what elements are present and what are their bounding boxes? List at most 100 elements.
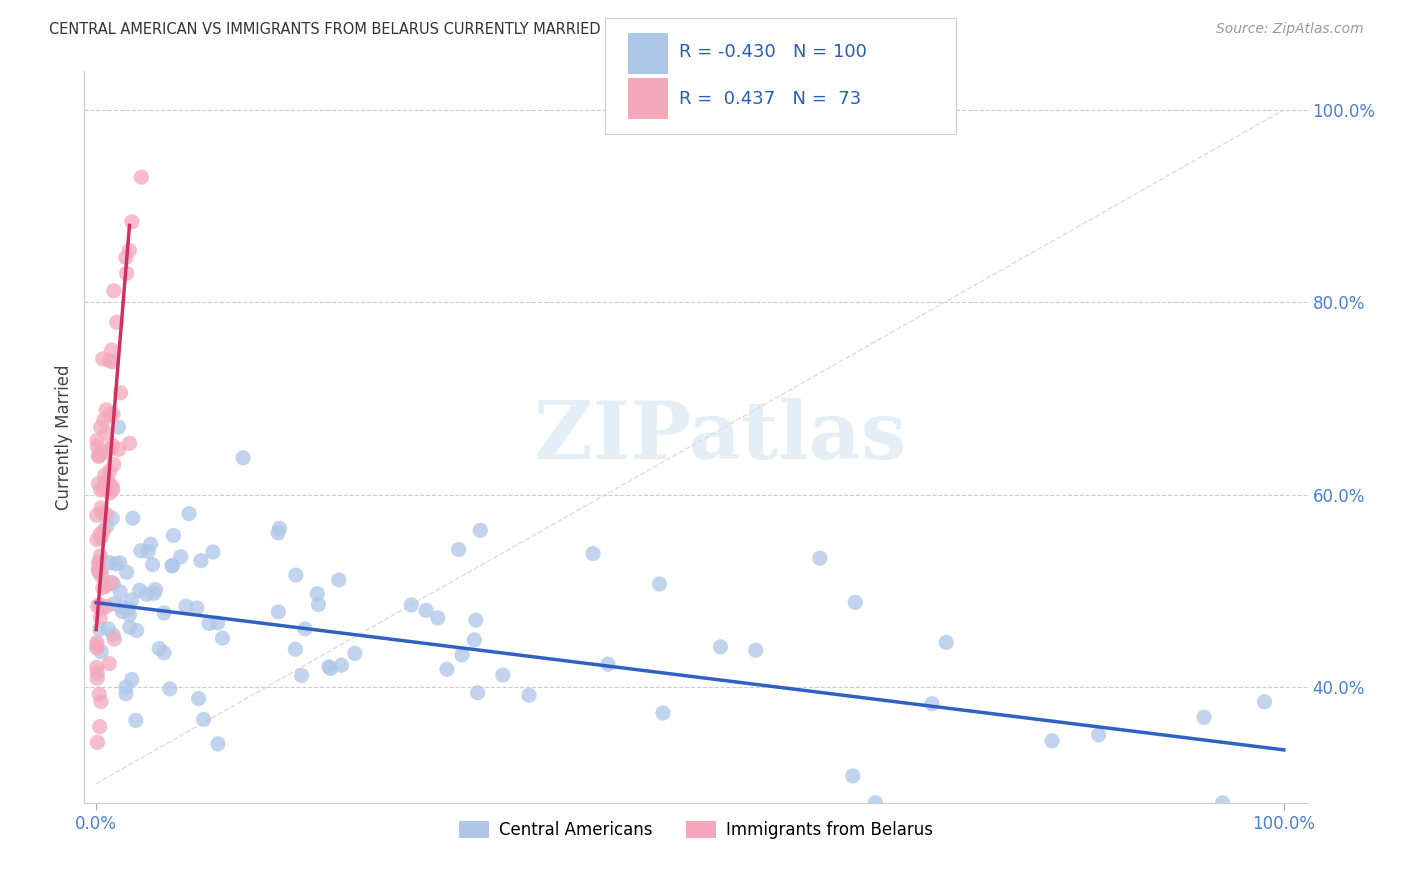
Point (100, 442, 122, 456)
Point (328, 573, 350, 587)
Point (492, 668, 515, 682)
Point (447, 542, 470, 557)
Point (745, 643, 768, 657)
Point (89, 610, 111, 624)
Point (86, 735, 108, 749)
Point (87, 476, 110, 491)
Point (935, 635, 957, 649)
Point (101, 511, 124, 525)
Point (93, 413, 115, 427)
Point (148, 641, 170, 656)
Point (211, 631, 233, 645)
Point (107, 442, 129, 457)
Point (470, 523, 492, 537)
Point (101, 355, 124, 369)
Point (121, 593, 143, 607)
Point (121, 215, 143, 229)
Point (103, 632, 125, 646)
Point (94, 579, 117, 593)
Point (118, 607, 141, 622)
Point (90, 483, 112, 497)
Point (90, 695, 112, 709)
Point (844, 595, 866, 609)
Point (193, 713, 215, 727)
Point (98, 657, 121, 671)
Point (103, 284, 125, 298)
Point (89, 448, 111, 462)
Point (89, 527, 111, 541)
Point (121, 673, 143, 687)
Point (105, 315, 128, 329)
Point (104, 557, 127, 571)
Point (201, 545, 224, 559)
Point (86, 599, 108, 614)
Point (90, 645, 112, 659)
Point (94, 599, 117, 614)
Point (98, 464, 121, 478)
Point (101, 407, 124, 421)
Point (1253, 695, 1275, 709)
Point (90, 531, 112, 545)
Point (86, 439, 108, 453)
Point (115, 687, 138, 701)
Point (291, 668, 314, 682)
Point (177, 507, 200, 521)
Point (117, 602, 139, 616)
Point (118, 620, 141, 634)
Point (135, 587, 157, 601)
Point (89, 549, 111, 563)
Point (921, 697, 943, 711)
Point (162, 558, 184, 573)
Point (162, 528, 184, 542)
Point (330, 658, 353, 673)
Point (143, 586, 166, 600)
Point (89, 720, 111, 734)
Point (125, 714, 148, 728)
Point (207, 737, 229, 751)
Point (97, 622, 120, 636)
Point (269, 521, 291, 535)
Point (100, 575, 122, 590)
Point (86, 434, 108, 448)
Point (318, 660, 340, 674)
Text: R = -0.430   N = 100: R = -0.430 N = 100 (679, 44, 868, 62)
Y-axis label: Currently Married: Currently Married (55, 364, 73, 510)
Point (90, 500, 112, 515)
Point (207, 616, 229, 631)
Point (115, 251, 138, 265)
Point (808, 551, 831, 566)
Point (139, 537, 162, 551)
Point (86, 533, 108, 547)
Point (1040, 734, 1063, 748)
Point (98, 408, 121, 422)
Point (86, 660, 108, 674)
Point (343, 646, 366, 660)
Point (101, 479, 124, 493)
Point (90, 565, 112, 579)
Point (90, 601, 112, 615)
Point (267, 605, 290, 619)
Point (170, 549, 193, 564)
Point (415, 603, 437, 617)
Point (842, 769, 865, 783)
Point (111, 599, 134, 614)
Point (86, 665, 108, 680)
Legend: Central Americans, Immigrants from Belarus: Central Americans, Immigrants from Belar… (453, 814, 939, 846)
Point (101, 483, 124, 497)
Point (87, 561, 110, 575)
Point (128, 583, 150, 598)
Point (103, 597, 125, 611)
Point (94, 468, 117, 483)
Text: ZIPatlas: ZIPatlas (534, 398, 907, 476)
Point (100, 343, 122, 358)
Point (709, 640, 731, 654)
Point (91, 581, 114, 595)
Point (87, 687, 110, 701)
Point (98, 556, 121, 570)
Point (125, 624, 148, 638)
Point (294, 622, 316, 636)
Point (87, 450, 110, 464)
Point (1192, 710, 1215, 724)
Point (89, 598, 111, 612)
Point (115, 566, 138, 580)
